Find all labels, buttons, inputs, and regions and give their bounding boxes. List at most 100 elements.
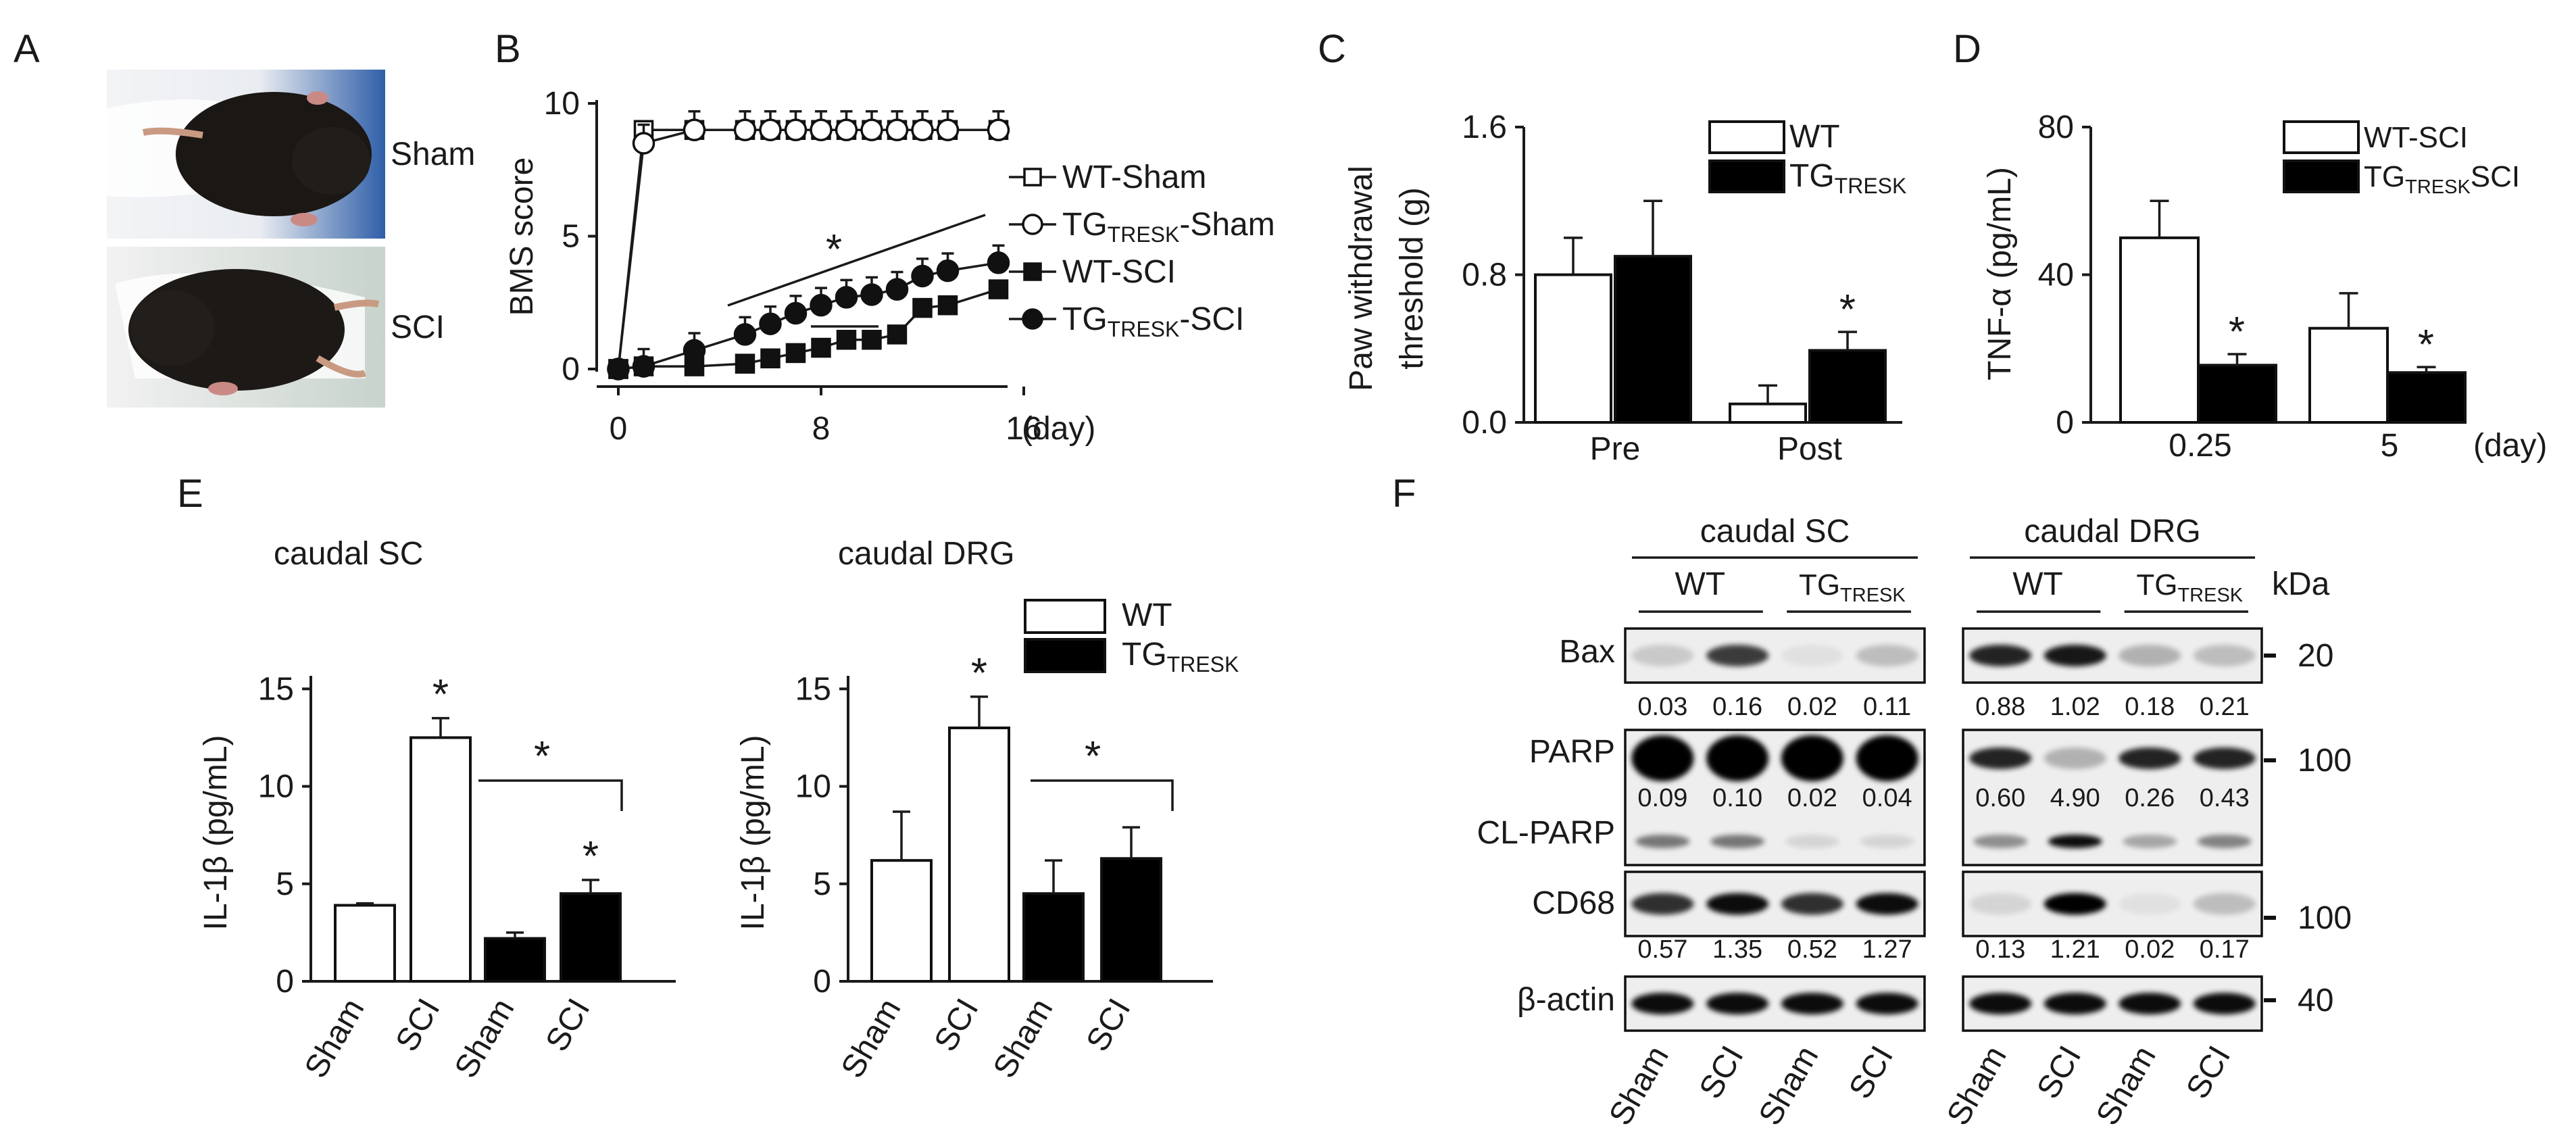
e1-bars: ** [334,672,622,983]
f-band-Bax-1-1 [2044,645,2106,666]
f-lane-label-0-2: Sham [1752,1040,1826,1130]
e-legend-swatch-1 [1024,638,1106,673]
b-point-WT-SCI-6 [760,348,781,369]
f-value-CD68-0-3: 1.27 [1862,935,1912,964]
b-significance-star: * [826,226,842,273]
e1-error-3 [582,879,599,894]
c-y-label-line2: threshold (g) [1394,187,1430,369]
b-y-label: BMS score [504,157,540,316]
f-value-Bax-0-1: 0.16 [1712,693,1762,721]
f-band-β-actin-1-2 [2119,993,2181,1014]
c-bars: * [1534,199,1887,424]
f-band-CD68-0-2 [1781,893,1843,915]
b-x-tick-label-0: 0 [610,411,628,447]
f-value-PARP-0-2: 0.02 [1787,784,1837,812]
b-point-TG-TRESK-SCI-12 [911,264,934,288]
e1-x-label-1: SCI [389,993,447,1058]
f-band-Bax-1-2 [2119,645,2181,666]
e1-error-2 [506,931,524,939]
f-band-Bax-0-0 [1631,645,1694,666]
e2-bar-2 [1022,892,1085,983]
f-value-Bax-1-2: 0.18 [2125,693,2175,721]
f-value-PARP-1-1: 4.90 [2050,784,2100,812]
b-point-TG-TRESK-SCI-6 [759,312,782,335]
f-row-label-4: β-actin [1517,982,1615,1018]
b-point-TG-TRESK-Sham-15 [987,118,1010,142]
e1-y-ticks: 0 5 10 15 [258,671,311,1000]
e2-y-tick-label-0: 0 [813,964,831,1000]
b-y-tick-label-0: 0 [562,351,580,387]
panel-a: Sham SCI [107,70,475,408]
b-x-unit: (day) [1022,411,1095,447]
f-marker-3: 100 [2298,900,2352,936]
e2-error-1 [970,695,988,728]
e1-x-label-0: Sham [298,993,372,1084]
f-genotype-wt-1: WT [2012,566,2063,602]
c-bar-Pre-TG-TRESK [1614,255,1692,424]
d-bars: * * [2119,199,2467,424]
b-point-TG-TRESK-SCI-13 [936,259,960,282]
d-error-0.25-WT-SCI [2150,199,2169,238]
f-marker-1: 100 [2298,743,2352,779]
panel-letter-e: E [177,472,203,516]
f-band-PARP-1-2 [2119,747,2181,769]
c-legend-swatch-1 [1708,159,1785,193]
c-legend-swatch-0 [1708,120,1785,154]
f-band-β-actin-0-1 [1706,993,1769,1014]
e-legend-swatch-0 [1024,599,1106,634]
e2-bar-1 [948,727,1010,983]
b-point-TG-TRESK-Sham-1 [632,132,655,155]
d-star-1: * [2418,322,2434,368]
f-value-Bax-1-0: 0.88 [1975,693,2025,721]
f-band-CD68-1-3 [2193,893,2256,915]
b-y-tick-label-5: 5 [562,219,580,255]
b-point-TG-TRESK-SCI-10 [860,283,883,306]
f-lane-label-0-1: SCI [1693,1040,1751,1105]
e2-x-label-2: Sham [987,993,1060,1084]
b-point-TG-TRESK-SCI-0 [607,358,630,380]
f-value-CD68-0-2: 0.52 [1787,935,1837,964]
b-y-ticks: 0 5 10 [544,86,597,387]
f-value-PARP-1-2: 0.26 [2125,784,2175,812]
c-bar-Post-TG-TRESK [1808,349,1887,424]
b-sig-line-upper [727,214,986,307]
d-legend-swatch-1 [2283,159,2360,193]
f-unit-kda: kDa [2272,566,2330,602]
photo-label-sham: Sham [391,137,475,172]
b-point-TG-TRESK-Sham-11 [885,118,909,142]
f-value-CD68-1-3: 0.17 [2200,935,2250,964]
f-lane-label-0-3: SCI [1842,1040,1900,1105]
f-value-Bax-0-2: 0.02 [1787,693,1837,721]
b-point-TG-TRESK-SCI-9 [835,286,858,309]
e1-error-0 [356,902,374,906]
panel-letter-b: B [495,27,521,71]
b-legend-marker-0 [1023,168,1042,187]
d-x-labels: 0.25 5 [2169,428,2398,464]
photo-label-sci: SCI [391,310,445,345]
f-row-label-3: CD68 [1532,885,1615,921]
panel-letter-c: C [1318,27,1346,71]
f-band-cl-parp-0-3 [1860,835,1914,848]
b-point-TG-TRESK-Sham-8 [810,118,833,142]
e1-bar-3 [560,892,622,983]
f-band-cl-parp-1-0 [1973,835,2028,848]
e1-comparison-bracket [478,779,623,811]
d-error-0.25-TG-TRESK SCI [2227,353,2247,366]
e2-y-tick-label-15: 15 [795,671,831,707]
d-y-label: TNF-α (pg/mL) [1982,167,2018,380]
e1-y-label: IL-1β (pg/mL) [198,735,234,930]
b-point-TG-TRESK-Sham-7 [784,118,808,142]
c-error-Post-WT [1758,384,1777,404]
f-group-title-0: caudal SC [1700,514,1850,549]
d-x-label-5: 5 [2381,428,2399,464]
f-band-β-actin-1-1 [2044,993,2106,1014]
f-blots: caudal SC WT TGTRESK caudal DRG WT TGTRESK kDa… [1477,514,2352,1130]
b-point-TG-TRESK-Sham-9 [835,118,858,142]
d-y-ticks: 0 40 80 [2038,109,2091,441]
c-x-labels: Pre Post [1590,431,1842,467]
b-point-TG-TRESK-Sham-10 [860,118,883,142]
b-point-WT-SCI-13 [937,295,958,316]
c-star-1-1: * [1839,287,1856,333]
f-lane-label-0-0: Sham [1602,1040,1676,1130]
d-error-5-WT-SCI [2339,292,2358,328]
